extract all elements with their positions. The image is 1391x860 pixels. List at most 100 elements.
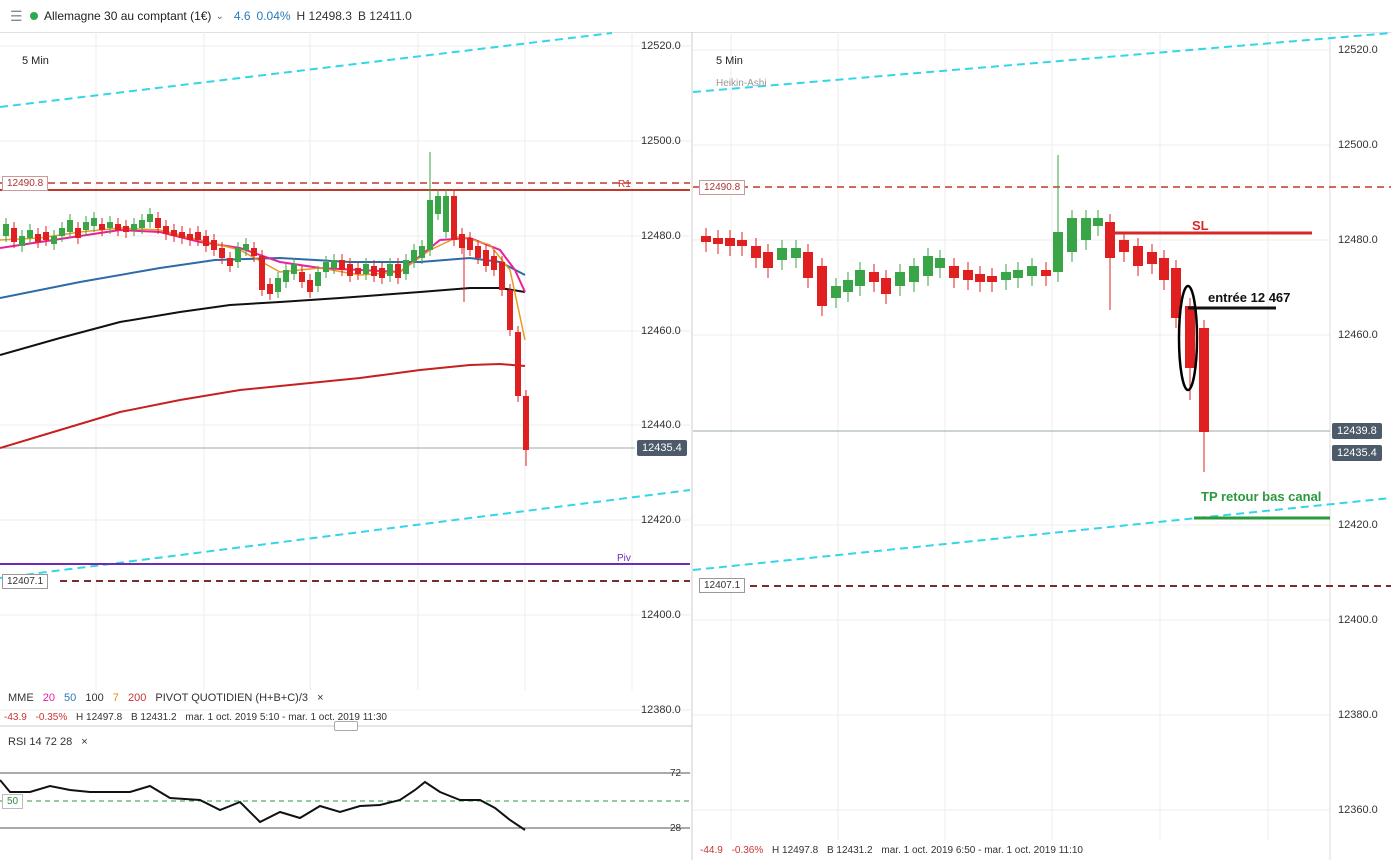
candle (203, 236, 209, 246)
left-stats: -43.9 -0.35% H 12497.8 B 12431.2 mar. 1 … (4, 712, 393, 723)
candle (243, 244, 249, 250)
chart-type-label: Heikin-Ashi (716, 78, 767, 89)
mme-legend[interactable]: MME 20 50 100 7 200 PIVOT QUOTIDIEN (H+B… (8, 692, 330, 704)
left-stat-change: -43.9 (4, 712, 27, 723)
close-icon[interactable]: × (81, 736, 88, 748)
candle (123, 226, 129, 232)
candle (379, 268, 385, 278)
right-axis-tick: 12480.0 (1338, 234, 1378, 246)
session-low: B 12411.0 (357, 9, 412, 23)
right-axis-tick: 12380.0 (1338, 709, 1378, 721)
left-timeframe-label: 5 Min (22, 55, 49, 67)
candle (475, 246, 481, 258)
rsi-level-28: 28 (670, 823, 682, 834)
ha-candle (831, 286, 841, 298)
ha-candle (869, 272, 879, 282)
candle (27, 230, 33, 238)
chevron-down-icon[interactable]: ⌄ (215, 10, 224, 22)
ha-candle (987, 276, 997, 282)
candle (363, 264, 369, 274)
ha-candle (1013, 270, 1023, 278)
right-axis-tick: 12500.0 (1338, 139, 1378, 151)
candle (163, 226, 169, 234)
left-stat-low: B 12431.2 (130, 712, 177, 723)
candle (307, 280, 313, 292)
pane-resize-handle[interactable] (334, 721, 358, 731)
ha-candle (713, 238, 723, 244)
ha-candle (881, 278, 891, 294)
candle (131, 224, 137, 230)
right-stat-high: H 12497.8 (772, 845, 819, 856)
left-axis-tick: 12480.0 (641, 230, 681, 242)
right-stats: -44.9 -0.36% H 12497.8 B 12431.2 mar. 1 … (700, 845, 1089, 856)
candle (235, 248, 241, 262)
candle (35, 234, 41, 242)
ha-candle (855, 270, 865, 286)
ha-candle (1093, 218, 1103, 226)
candle (339, 260, 345, 270)
ha-candle (1067, 218, 1077, 252)
candle (179, 232, 185, 238)
left-axis-tick: 12440.0 (641, 419, 681, 431)
candle (507, 290, 513, 330)
ha-candle (843, 280, 853, 292)
candle (283, 270, 289, 282)
candle (251, 248, 257, 256)
ha-candle (737, 240, 747, 246)
candle (387, 264, 393, 276)
candle (515, 332, 521, 396)
left-axis-tick: 12400.0 (641, 609, 681, 621)
left-current-price-tag: 12435.4 (637, 440, 687, 456)
rsi-legend[interactable]: RSI 14 72 28 × (8, 736, 94, 748)
left-axis-tick: 12460.0 (641, 325, 681, 337)
candle (171, 230, 177, 236)
entry-label: entrée 12 467 (1208, 290, 1291, 305)
candle (43, 232, 49, 240)
ha-candle (1027, 266, 1037, 276)
ha-candle (725, 238, 735, 246)
channel-upper-line (0, 32, 613, 108)
instrument-name[interactable]: Allemagne 30 au comptant (1€) (44, 9, 212, 23)
ha-candle (1081, 218, 1091, 240)
ha-candle (817, 266, 827, 306)
candle (275, 278, 281, 292)
candle (19, 236, 25, 246)
ha-candle (975, 274, 985, 282)
ha-candle (1171, 268, 1181, 318)
mme-label: MME (8, 692, 34, 704)
ha-candle (1147, 252, 1157, 264)
mme20-label: 20 (42, 692, 55, 704)
rsi-label: RSI 14 72 28 (8, 736, 73, 748)
ha-candle (923, 256, 933, 276)
ha-candle (1159, 258, 1169, 280)
candle (451, 196, 457, 240)
candle (467, 238, 473, 250)
candle (139, 220, 145, 228)
candle (355, 268, 361, 274)
rsi-level-72: 72 (670, 768, 682, 779)
ha-candle (1053, 232, 1063, 272)
mme200-label: 200 (127, 692, 147, 704)
candle (371, 266, 377, 276)
ha-candle (751, 246, 761, 258)
close-icon[interactable]: × (317, 692, 324, 704)
stop-loss-label: SL (1192, 218, 1209, 233)
mme7-label: 7 (112, 692, 119, 704)
ha-candle (763, 252, 773, 268)
channel-upper-line (692, 32, 1391, 93)
menu-icon[interactable]: ☰ (10, 7, 23, 24)
candle (331, 260, 337, 268)
candle (219, 248, 225, 258)
candle (395, 264, 401, 278)
r1-label: R1 (618, 179, 631, 190)
ha-candle (1001, 272, 1011, 280)
candle (115, 224, 121, 230)
ha-candle (963, 270, 973, 280)
ha-candle (935, 258, 945, 268)
candle (347, 264, 353, 276)
candle (195, 232, 201, 240)
right-axis-tick: 12520.0 (1338, 44, 1378, 56)
candle (315, 272, 321, 286)
instrument-header: ☰ Allemagne 30 au comptant (1€) ⌄ 4.6 0.… (0, 0, 1391, 33)
